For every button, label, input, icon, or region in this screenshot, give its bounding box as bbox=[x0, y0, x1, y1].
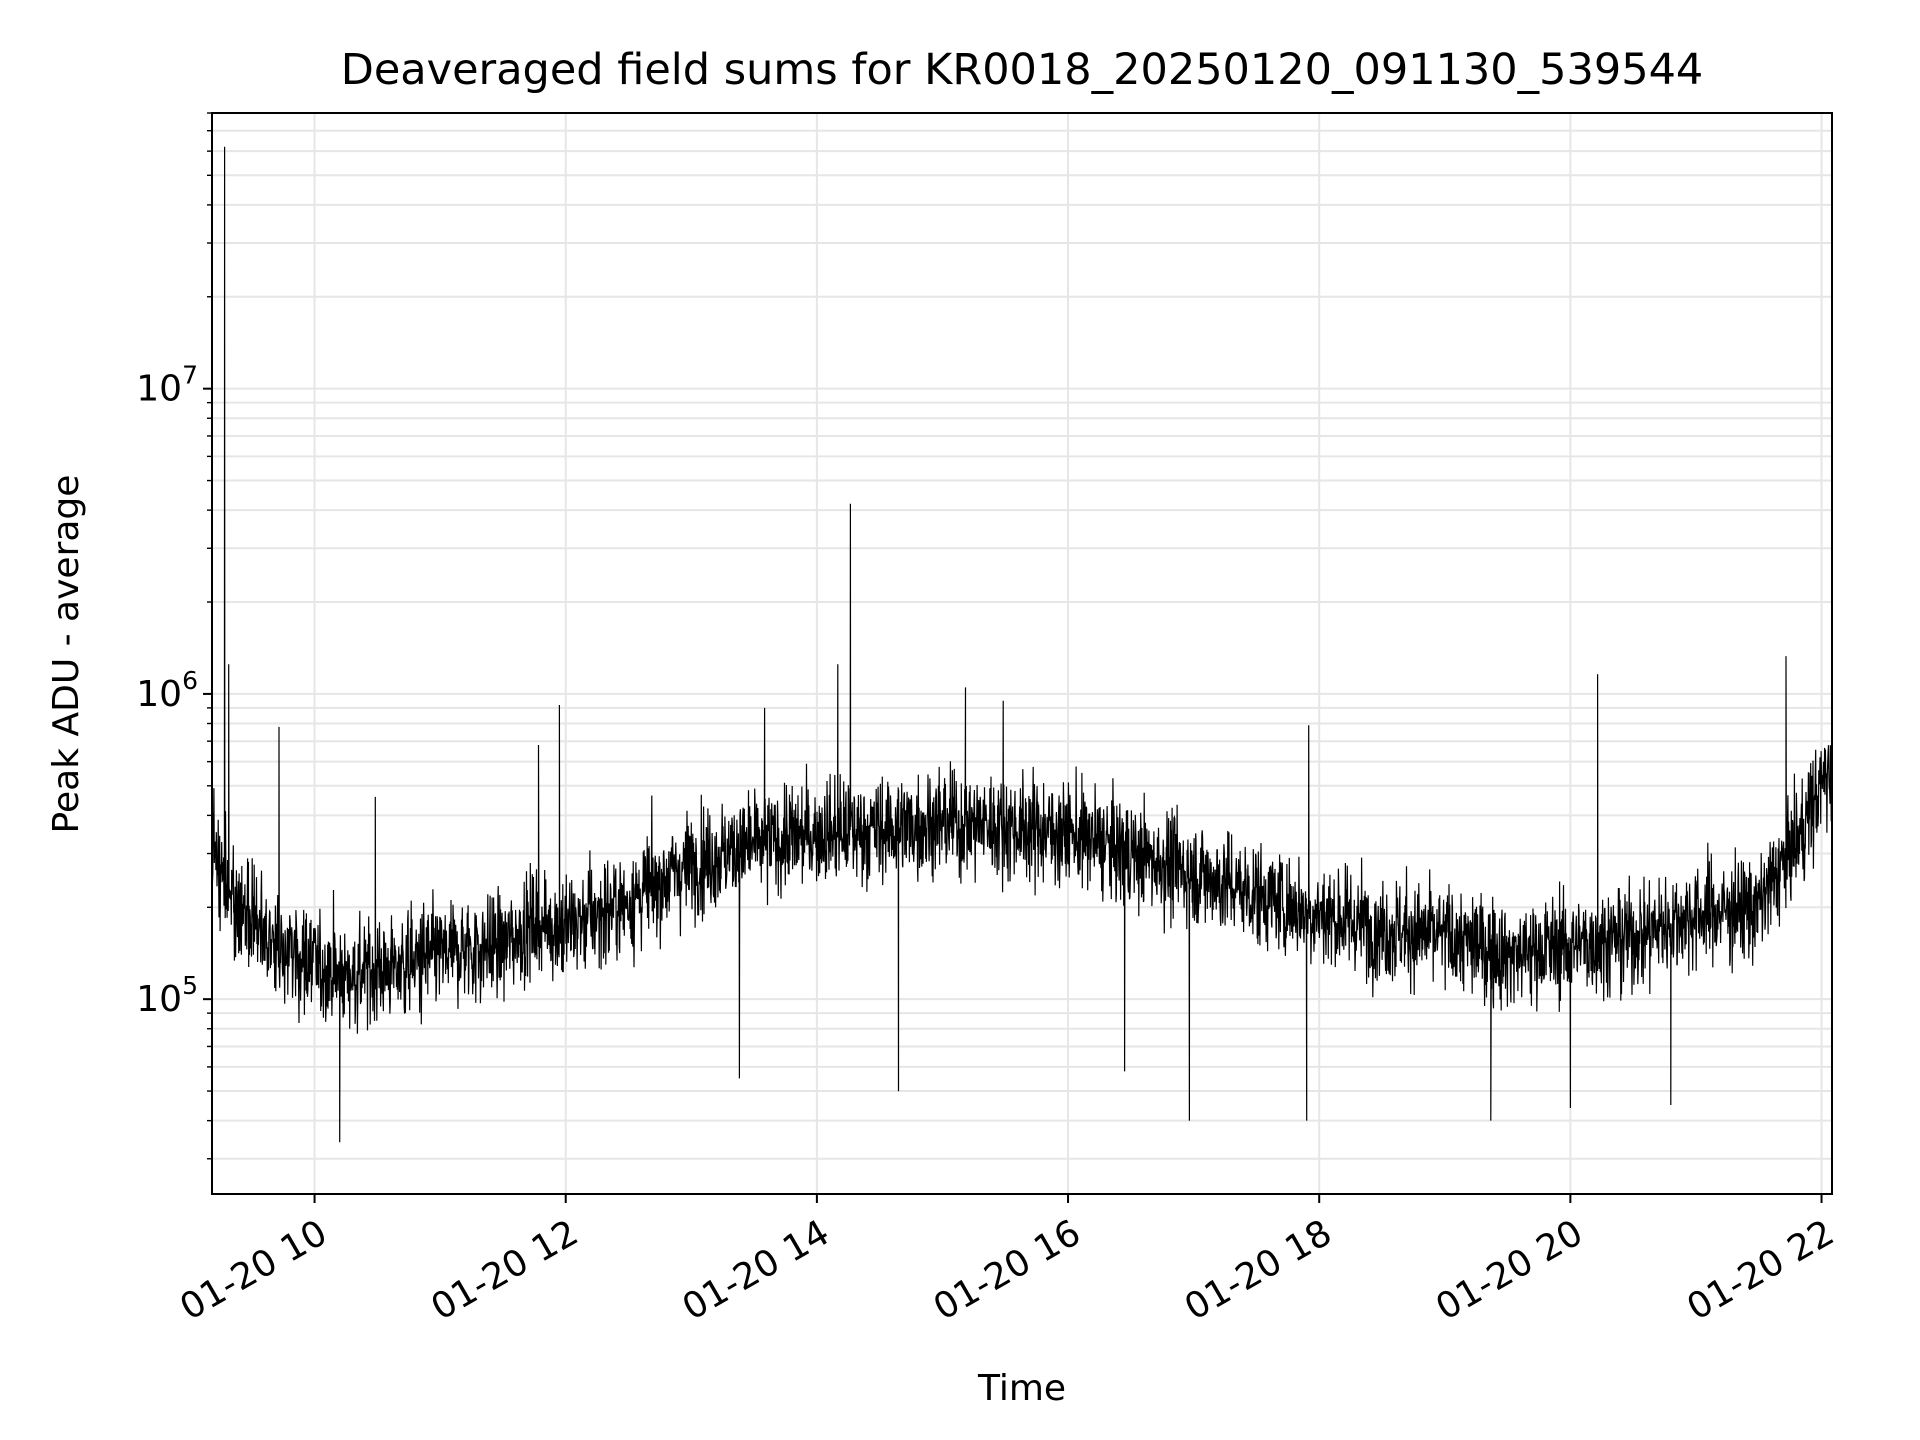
data-layer bbox=[212, 146, 1832, 1143]
y-axis-label: Peak ADU - average bbox=[46, 475, 87, 834]
y-tick-label: 107 bbox=[136, 361, 198, 410]
plot-frame bbox=[211, 112, 1833, 1195]
series-line bbox=[212, 146, 1832, 1143]
grid-minor bbox=[212, 112, 1832, 1160]
chart-title: Deaveraged field sums for KR0018_2025012… bbox=[341, 45, 1704, 95]
x-axis-label: Time bbox=[977, 1368, 1066, 1409]
